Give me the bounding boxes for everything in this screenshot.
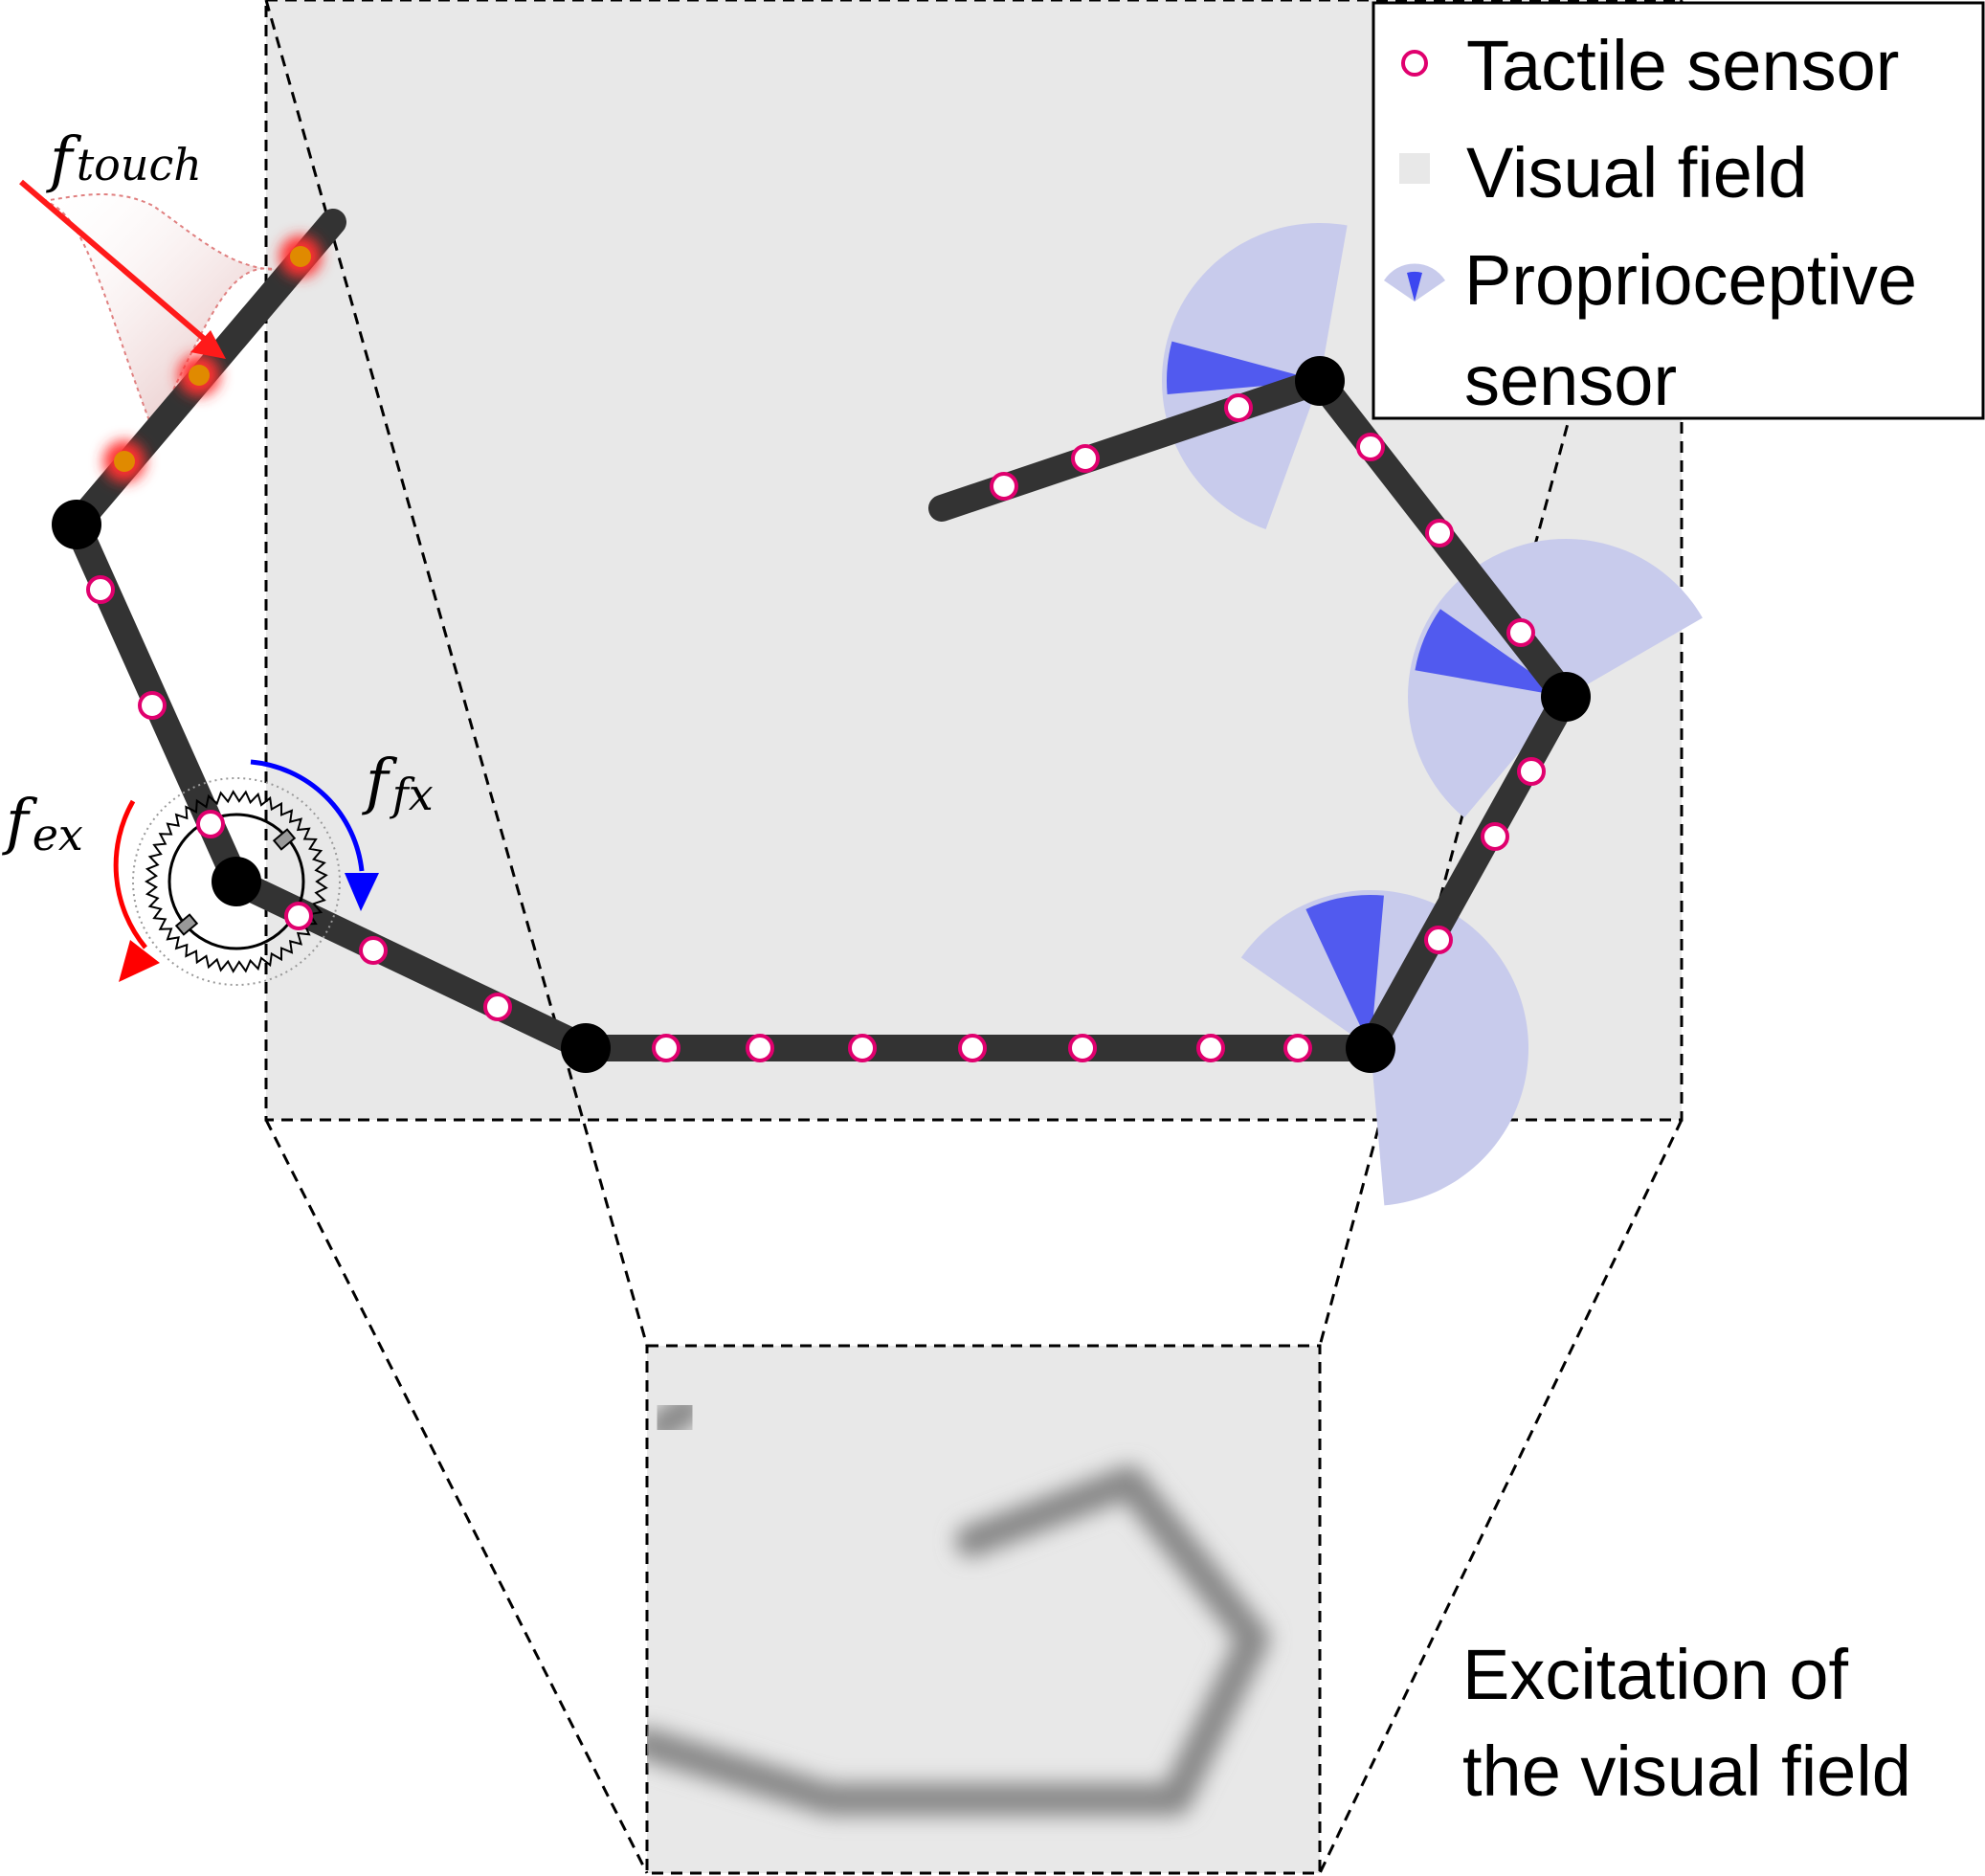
tactile-sensor xyxy=(652,1034,680,1062)
tactile-sensor xyxy=(1283,1034,1312,1062)
tactile-sensor xyxy=(284,902,313,930)
tactile-sensor xyxy=(746,1034,774,1062)
tactile-sensor xyxy=(1068,1034,1097,1062)
flexor-arrowhead xyxy=(345,873,379,911)
arm-joint xyxy=(561,1023,611,1073)
arm-joint xyxy=(1346,1023,1395,1073)
touch-force-arrow xyxy=(19,179,211,346)
excitation-trace-main xyxy=(647,1465,1270,1816)
extensor-arrow xyxy=(113,799,147,949)
legend-box xyxy=(1372,1,1985,420)
arm-joint xyxy=(1541,672,1591,722)
tactile-sensor xyxy=(1481,822,1509,851)
proprio-wedge-core xyxy=(1305,894,1384,1048)
tactile-sensor xyxy=(1425,519,1454,547)
spring-muscle-icon xyxy=(145,790,328,973)
tactile-sensor xyxy=(138,691,167,720)
blue-wedge-icon-core xyxy=(1407,271,1422,302)
base-joint xyxy=(212,857,261,906)
extensor-arrowhead xyxy=(119,940,160,982)
f-touch-label: ftouch xyxy=(46,124,202,195)
tactile-sensor xyxy=(1071,444,1100,473)
hollow-circle-icon xyxy=(1401,50,1428,77)
tactile-sensor xyxy=(1506,618,1535,647)
tactile-sensor xyxy=(990,472,1018,501)
tactile-sensor xyxy=(196,810,225,838)
tactile-sensor xyxy=(848,1034,877,1062)
legend-proprio-label-2: sensor xyxy=(1464,341,1677,420)
touch-force-arrowhead xyxy=(190,330,226,359)
legend-visual-label: Visual field xyxy=(1466,133,1808,212)
gray-square-icon xyxy=(1399,153,1430,184)
flexor-arrow xyxy=(250,759,365,872)
joint-inner-ring xyxy=(167,813,305,950)
legend-proprio-label-1: Proprioceptive xyxy=(1464,240,1917,320)
legend: Tactile sensor Visual field Propriocepti… xyxy=(1372,1,1985,420)
arm-joint xyxy=(52,500,101,549)
tactile-sensor xyxy=(1356,433,1385,461)
tactile-sensor xyxy=(1424,926,1453,954)
legend-tactile-label: Tactile sensor xyxy=(1466,26,1899,105)
tactile-sensor xyxy=(1224,393,1253,422)
caption-line-2: the visual field xyxy=(1462,1731,1911,1811)
tactile-sensor xyxy=(1517,757,1546,786)
f-fx-label: ffx xyxy=(362,747,434,820)
caption-line-1: Excitation of xyxy=(1462,1635,1849,1714)
tactile-sensor xyxy=(483,993,512,1021)
touch-sensor xyxy=(114,451,135,472)
tactile-sensor xyxy=(1196,1034,1225,1062)
excitation-trace xyxy=(647,1393,703,1442)
touch-sensor xyxy=(290,246,311,267)
tactile-sensor xyxy=(86,575,115,604)
muscle-anchor xyxy=(174,913,199,936)
arm-joint xyxy=(1295,356,1345,406)
tactile-sensors xyxy=(86,393,1546,1062)
f-ex-label: fex xyxy=(2,787,83,860)
muscle-dotted-ring xyxy=(132,777,341,986)
touch-sensors xyxy=(103,235,322,482)
muscle-anchor xyxy=(272,828,297,851)
muscle-joint-mechanism xyxy=(132,777,341,986)
tactile-sensor xyxy=(958,1034,987,1062)
touch-sensor xyxy=(189,365,210,386)
tactile-sensor xyxy=(359,936,388,965)
proprio-wedge-core xyxy=(1415,609,1566,697)
